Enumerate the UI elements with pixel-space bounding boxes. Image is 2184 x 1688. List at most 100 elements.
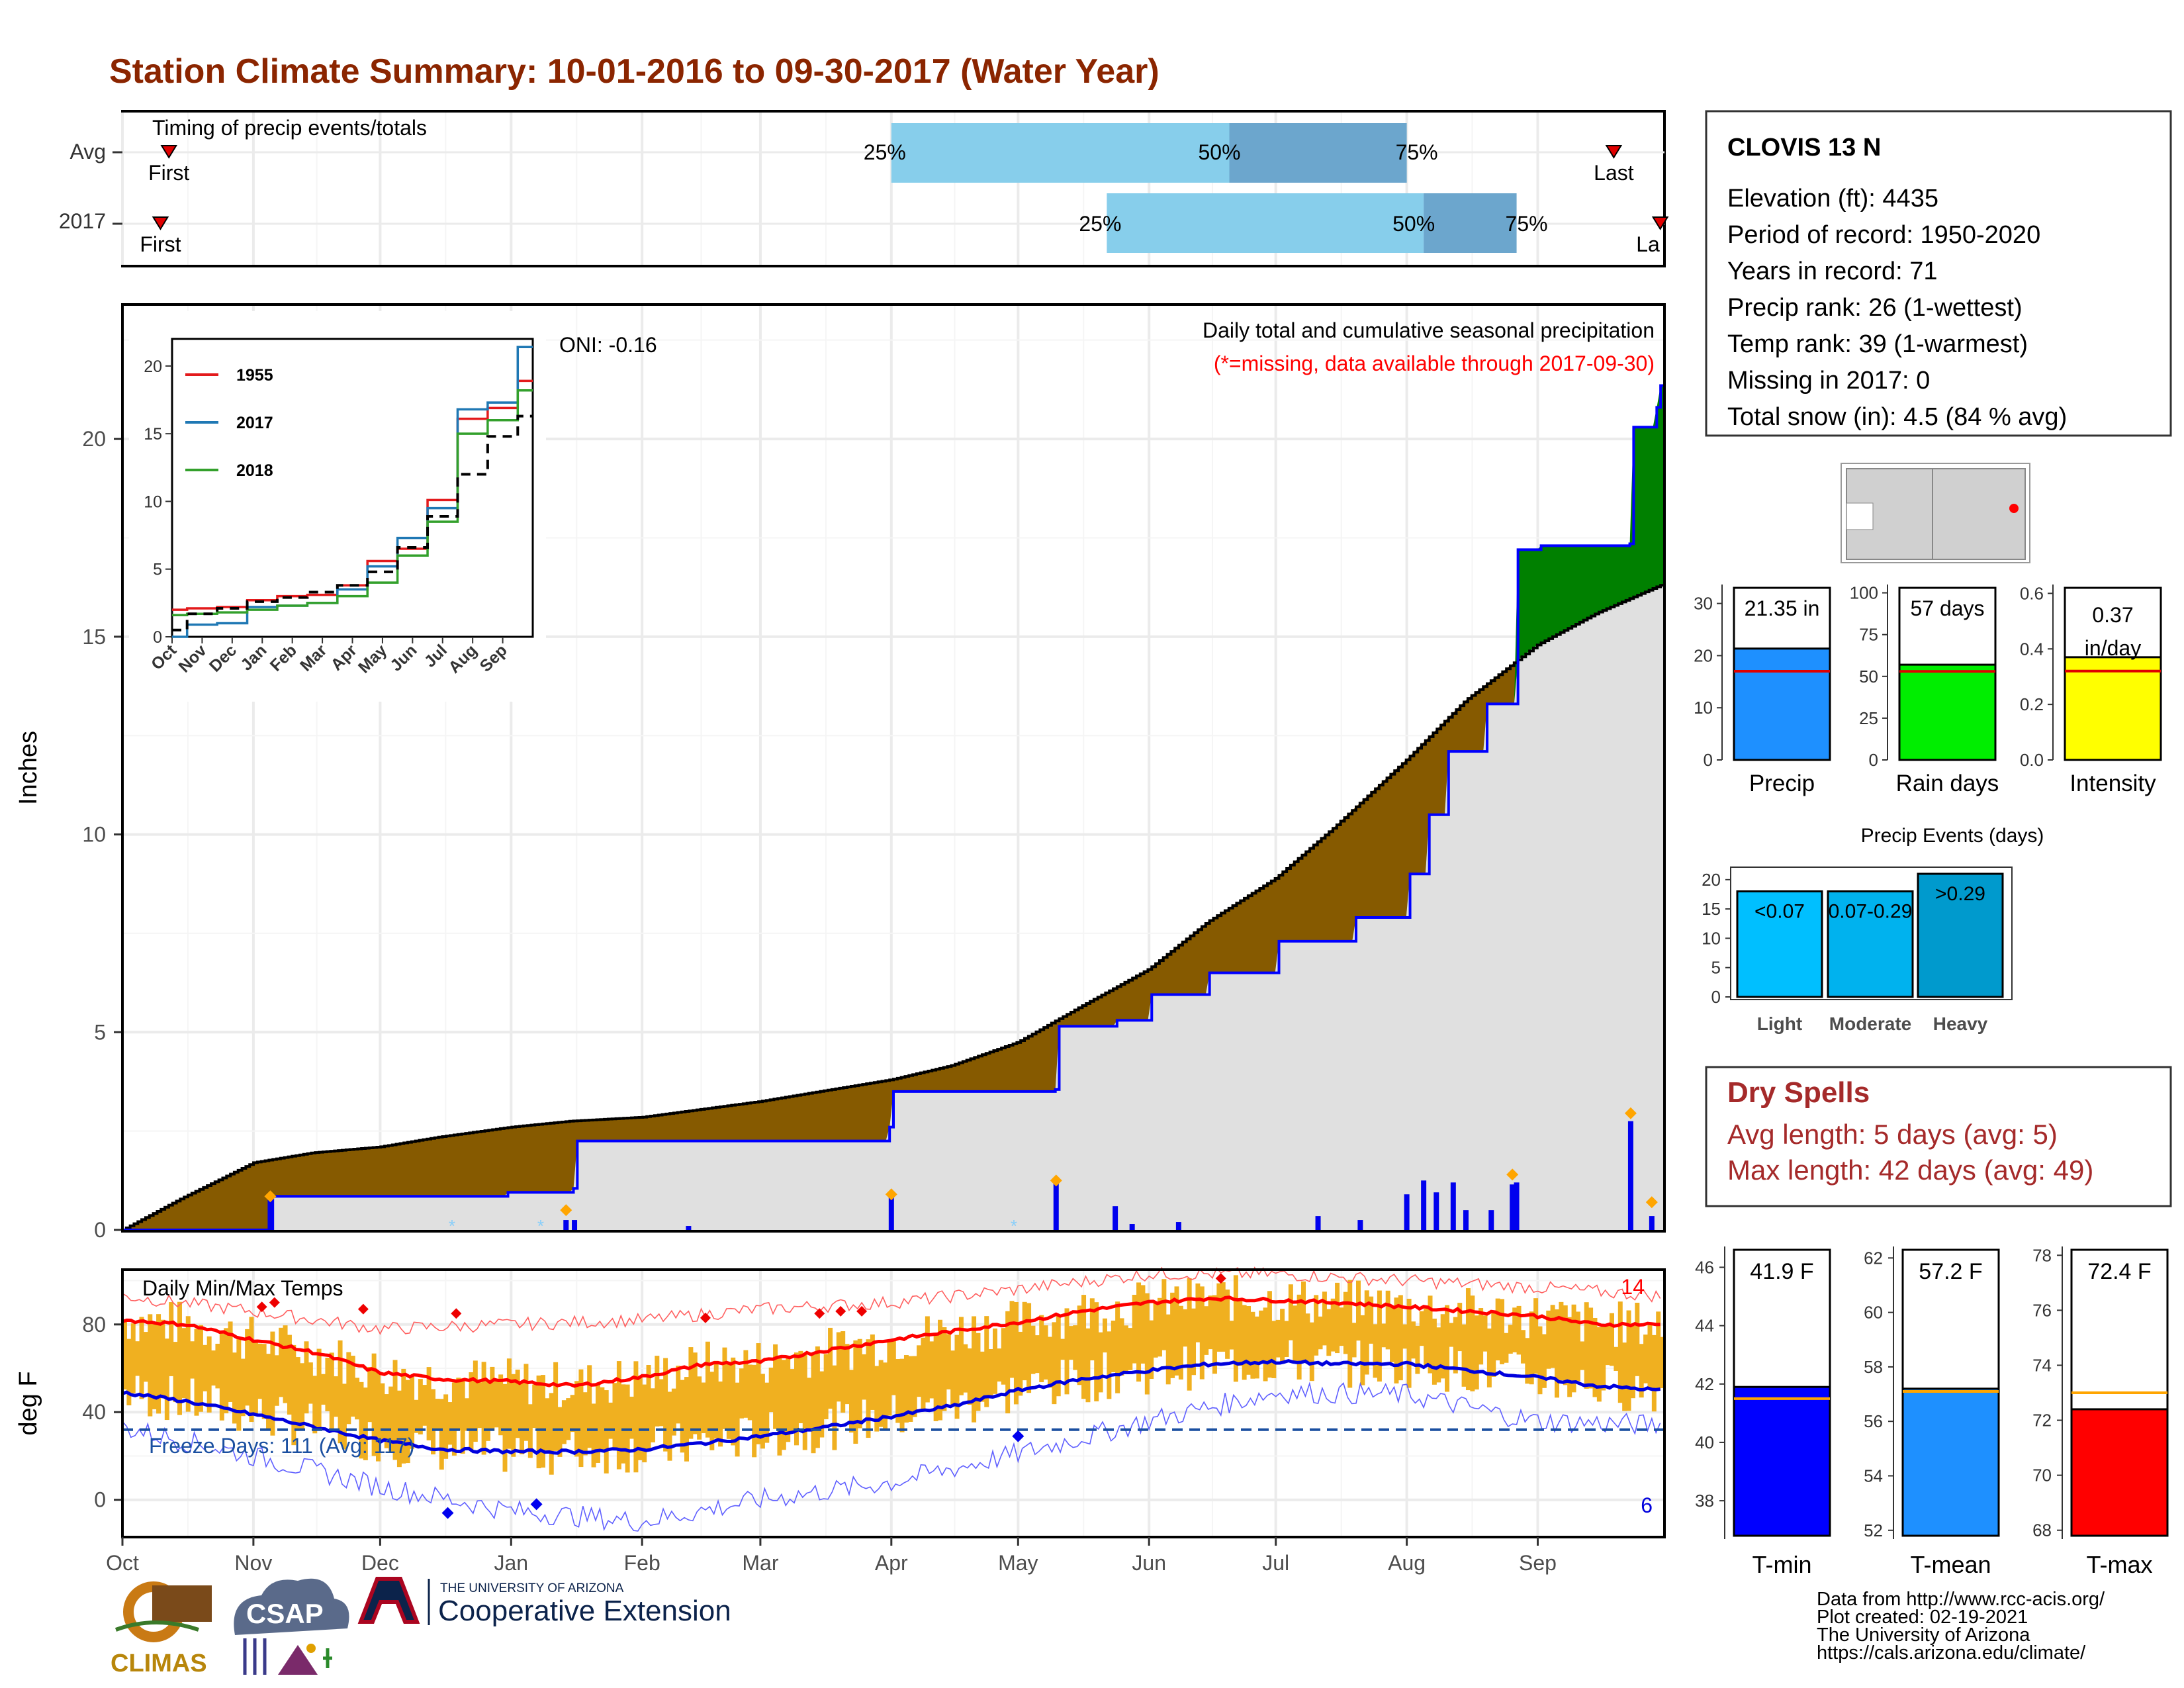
temp-day-bar xyxy=(1651,1335,1657,1412)
temp-day-bar xyxy=(903,1355,909,1423)
month-label: Feb xyxy=(624,1551,660,1575)
temp-summary-tick-label: 58 xyxy=(1864,1357,1883,1377)
temp-day-bar xyxy=(1013,1301,1019,1405)
temp-day-bar xyxy=(1039,1315,1044,1383)
temp-day-bar xyxy=(1647,1322,1653,1390)
temp-day-bar xyxy=(1026,1303,1032,1393)
temp-day-bar xyxy=(984,1316,989,1407)
temp-day-bar xyxy=(1398,1295,1403,1381)
temp-day-bar xyxy=(1445,1305,1450,1392)
timing-label-25: 25% xyxy=(1079,212,1121,236)
summary-tick-label: 0.2 xyxy=(2020,694,2044,714)
daily-precip-bar xyxy=(572,1220,578,1230)
timing-label-50: 50% xyxy=(1198,140,1240,164)
summary-tick-label: 0.4 xyxy=(2020,639,2044,659)
temp-day-bar xyxy=(1596,1327,1602,1402)
timing-label-75: 75% xyxy=(1506,212,1548,236)
temp-day-bar xyxy=(798,1350,803,1424)
record-low-marker xyxy=(1012,1430,1024,1442)
dry-spells-title: Dry Spells xyxy=(1727,1076,1870,1109)
dry-spells-max: Max length: 42 days (avg: 49) xyxy=(1727,1154,2093,1186)
temp-summary-tick-label: 38 xyxy=(1695,1491,1714,1511)
temp-day-bar xyxy=(160,1319,165,1399)
temp-day-bar xyxy=(283,1325,288,1403)
temp-day-bar xyxy=(1516,1305,1522,1355)
temp-day-bar xyxy=(1246,1305,1251,1375)
daily-precip-bar xyxy=(1463,1210,1469,1230)
temp-day-bar xyxy=(938,1319,943,1421)
temp-y-ticks: 0 40 80 xyxy=(82,1313,122,1512)
inset-line-2017 xyxy=(172,346,533,638)
temp-day-bar xyxy=(270,1331,275,1436)
cold-days-count: 6 xyxy=(1641,1493,1653,1517)
temp-summary-value-label: 41.9 F xyxy=(1750,1259,1813,1284)
precip-ytick-label: 10 xyxy=(82,823,106,847)
credit-university: The University of Arizona xyxy=(1817,1624,2030,1646)
temp-day-bar xyxy=(1575,1311,1580,1382)
temp-day-bar xyxy=(925,1316,930,1403)
record-precip-marker xyxy=(1624,1107,1637,1119)
temp-day-bar xyxy=(739,1368,744,1419)
temp-day-bar xyxy=(477,1382,482,1429)
summary-tick-label: 0.6 xyxy=(2020,583,2044,603)
temp-day-bar xyxy=(1457,1303,1463,1352)
current-cumulative-area xyxy=(122,585,1664,1230)
credit-plot-created: Plot created: 02-19-2021 xyxy=(1817,1607,2028,1628)
daily-precip-bar xyxy=(563,1220,569,1230)
temp-day-bar xyxy=(1034,1335,1040,1374)
inset-legend-label: 1955 xyxy=(236,366,273,385)
temp-day-bar xyxy=(473,1360,478,1442)
events-category-label: Heavy xyxy=(1933,1013,1988,1034)
temp-day-bar xyxy=(1216,1283,1222,1352)
summary-category-label: Precip xyxy=(1749,771,1815,796)
events-tick-label: 15 xyxy=(1702,899,1721,919)
station-precip-rank: Precip rank: 26 (1-wettest) xyxy=(1727,294,2023,322)
temp-day-bar xyxy=(355,1378,360,1420)
precip-events-bars: 0 5 10 15 20 <0.07 Light 0.07-0.29 Moderate >0.29… xyxy=(1702,870,2004,1034)
temp-day-bar xyxy=(414,1399,419,1433)
inset-ytick-label: 5 xyxy=(153,561,162,579)
temp-day-bar xyxy=(143,1332,148,1382)
temp-summary-category-label: T-max xyxy=(2086,1551,2152,1578)
temp-day-bar xyxy=(1052,1322,1057,1405)
temp-day-bar xyxy=(1622,1342,1627,1411)
temp-day-bar xyxy=(215,1343,220,1389)
missing-data-marker: * xyxy=(537,1216,544,1236)
temp-day-bar xyxy=(1263,1307,1268,1382)
record-high-marker xyxy=(451,1308,462,1319)
station-period: Period of record: 1950-2020 xyxy=(1727,221,2040,249)
temp-day-bar xyxy=(1643,1335,1649,1383)
temp-day-bar xyxy=(1102,1318,1107,1353)
summary-tick-label: 75 xyxy=(1859,625,1878,645)
temp-summary-tick-label: 72 xyxy=(2032,1411,2052,1430)
temp-day-bar xyxy=(743,1350,749,1418)
temp-day-bar xyxy=(993,1328,997,1394)
temp-summary-tick-label: 44 xyxy=(1695,1316,1714,1336)
temp-day-bar xyxy=(908,1356,913,1422)
precip-markers: * * * xyxy=(264,1107,1658,1236)
temp-day-bar xyxy=(1347,1280,1353,1388)
temp-day-bar xyxy=(401,1368,406,1464)
summary-tick-label: 25 xyxy=(1859,708,1878,728)
summary-tick-label: 0 xyxy=(1704,750,1713,770)
inset-series-lines xyxy=(172,346,533,638)
temp-day-bar xyxy=(587,1365,592,1448)
temperature-summary-bars: 38 40 42 44 46 41.9 F T-min 52 54 56 58 60 62 57.2 F T… xyxy=(1695,1245,2169,1578)
temp-day-bar xyxy=(976,1333,981,1411)
missing-data-marker: * xyxy=(1011,1216,1017,1236)
temp-day-bar xyxy=(1195,1283,1201,1342)
temp-day-bar xyxy=(912,1356,917,1417)
temp-day-bar xyxy=(371,1353,377,1456)
temp-day-bar xyxy=(1546,1310,1551,1369)
precip-ytick-label: 0 xyxy=(94,1218,106,1242)
temp-day-bar xyxy=(321,1374,326,1405)
summary-value-label: 0.37 xyxy=(2092,603,2133,627)
events-bin-label: <0.07 xyxy=(1754,901,1805,923)
daily-precip-bar xyxy=(1649,1216,1655,1230)
temp-day-bar xyxy=(329,1352,334,1432)
temp-day-bar xyxy=(418,1379,423,1434)
current-cumulative-line xyxy=(122,384,1664,1231)
temp-day-bar xyxy=(1250,1311,1255,1379)
temp-day-bar xyxy=(929,1341,934,1399)
temp-day-bar xyxy=(203,1344,208,1391)
